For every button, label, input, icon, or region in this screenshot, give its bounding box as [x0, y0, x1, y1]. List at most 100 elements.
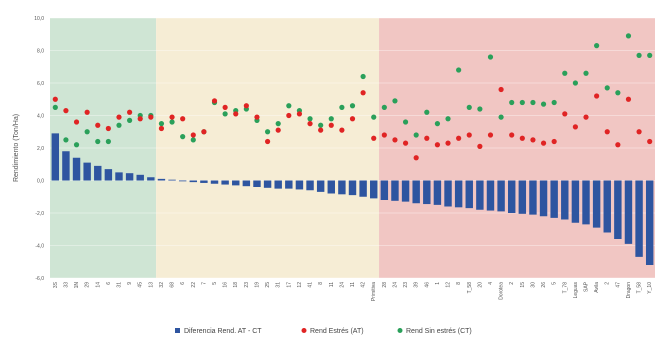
- x-tick-label: 5: [552, 282, 558, 285]
- x-tick-label: 68: [170, 282, 176, 288]
- point-at-36: [434, 142, 441, 148]
- x-tick-label: 31: [276, 282, 282, 288]
- point-ct-4: [95, 138, 101, 145]
- bar-diff-17: [232, 180, 240, 186]
- y-tick-label: -4,0: [35, 244, 44, 250]
- bar-diff-11: [168, 179, 176, 181]
- bar-diff-44: [518, 180, 527, 214]
- bar-diff-8: [136, 174, 144, 181]
- point-ct-31: [381, 104, 387, 110]
- x-tick-label: 16: [223, 282, 229, 288]
- bar-diff-15: [210, 180, 219, 184]
- x-tick-label: 20: [477, 282, 483, 288]
- x-tick-label: 26: [541, 282, 547, 288]
- x-tick-label: 1: [435, 282, 441, 285]
- point-ct-36: [434, 121, 441, 127]
- x-tick-label: 1N: [74, 282, 80, 289]
- x-axis: 3S 33 1N 29 14 6 31 9 45 13 32 68 6 22 7 5 16 18 23 19 25 31 1…: [53, 281, 653, 301]
- point-at-35: [424, 135, 430, 141]
- point-ct-27: [339, 104, 345, 110]
- point-ct-13: [190, 137, 196, 143]
- point-ct-42: [498, 114, 504, 120]
- point-at-0: [52, 96, 58, 102]
- point-ct-39: [466, 104, 472, 110]
- y-tick-label: 8,0: [37, 49, 44, 55]
- point-ct-5: [105, 138, 111, 145]
- bar-diff-56: [645, 180, 654, 265]
- point-ct-12: [180, 134, 186, 140]
- x-tick-label: 23: [244, 282, 250, 288]
- x-tick-label: 14: [95, 282, 101, 288]
- point-ct-55: [636, 52, 642, 58]
- point-at-26: [328, 122, 334, 128]
- x-tick-label: SAP: [584, 281, 590, 292]
- bar-diff-25: [316, 180, 325, 192]
- bar-diff-22: [285, 180, 293, 189]
- bar-diff-16: [221, 180, 229, 185]
- x-tick-label: 9: [127, 282, 133, 285]
- bar-diff-49: [571, 180, 580, 223]
- y-axis-label: Rendimiento (Ton/Ha): [13, 114, 20, 182]
- x-tick-label: Leguas: [573, 282, 579, 299]
- point-at-12: [180, 116, 186, 122]
- x-tick-label: 2: [605, 282, 611, 285]
- y-tick-label: 0,0: [37, 179, 44, 185]
- bar-diff-14: [200, 180, 208, 183]
- legend-swatch-2: [397, 328, 403, 333]
- x-tick-label: 8: [318, 282, 324, 285]
- bar-diff-43: [507, 180, 516, 213]
- x-tick-label: T_58: [637, 282, 643, 294]
- point-at-41: [487, 132, 494, 138]
- x-tick-label: T_58: [467, 282, 473, 294]
- x-tick-label: 47: [615, 282, 621, 288]
- bar-diff-45: [529, 180, 537, 215]
- bar-diff-52: [603, 180, 611, 233]
- point-at-9: [148, 114, 154, 120]
- x-tick-label: 17: [286, 282, 292, 288]
- point-at-29: [360, 90, 366, 96]
- bar-diff-48: [561, 180, 569, 220]
- x-tick-label: 11: [350, 282, 356, 287]
- point-at-47: [551, 138, 557, 145]
- point-ct-37: [445, 116, 451, 122]
- point-at-43: [509, 132, 515, 138]
- bar-diff-34: [412, 180, 420, 204]
- point-ct-6: [116, 122, 122, 128]
- x-tick-label: 6: [180, 282, 186, 285]
- ct-points: [52, 33, 653, 148]
- point-ct-1: [63, 137, 69, 143]
- point-at-11: [169, 114, 175, 120]
- bar-diff-1: [62, 151, 70, 181]
- point-at-52: [604, 129, 610, 135]
- point-at-13: [190, 132, 196, 138]
- point-at-32: [392, 137, 398, 143]
- point-ct-10: [158, 121, 165, 127]
- x-tick-label: 6: [106, 282, 112, 285]
- point-at-3: [84, 109, 90, 115]
- bar-diff-7: [125, 173, 134, 181]
- x-tick-label: 28: [382, 282, 388, 288]
- legend: Diferencia Rend. AT - CT Rend Estrés (AT)…: [175, 328, 472, 335]
- point-ct-24: [307, 116, 313, 122]
- point-at-42: [498, 86, 504, 93]
- bar-diff-5: [104, 169, 113, 181]
- bar-diff-24: [306, 180, 314, 191]
- point-ct-2: [73, 142, 80, 148]
- point-ct-22: [286, 103, 292, 109]
- point-at-7: [127, 109, 133, 115]
- bar-diff-39: [465, 180, 473, 209]
- point-at-21: [275, 127, 281, 133]
- point-at-50: [583, 114, 589, 120]
- bar-diff-27: [338, 180, 346, 195]
- point-ct-7: [127, 117, 133, 123]
- point-at-33: [402, 140, 409, 146]
- x-tick-label: 31: [116, 282, 122, 288]
- point-at-10: [158, 125, 165, 132]
- x-tick-label: 24: [392, 282, 398, 288]
- bar-diff-36: [433, 180, 442, 205]
- bar-diff-38: [454, 180, 463, 208]
- y-tick-label: -6,0: [35, 276, 44, 282]
- y-tick-label: 2,0: [37, 146, 44, 152]
- legend-swatch-0: [175, 328, 180, 333]
